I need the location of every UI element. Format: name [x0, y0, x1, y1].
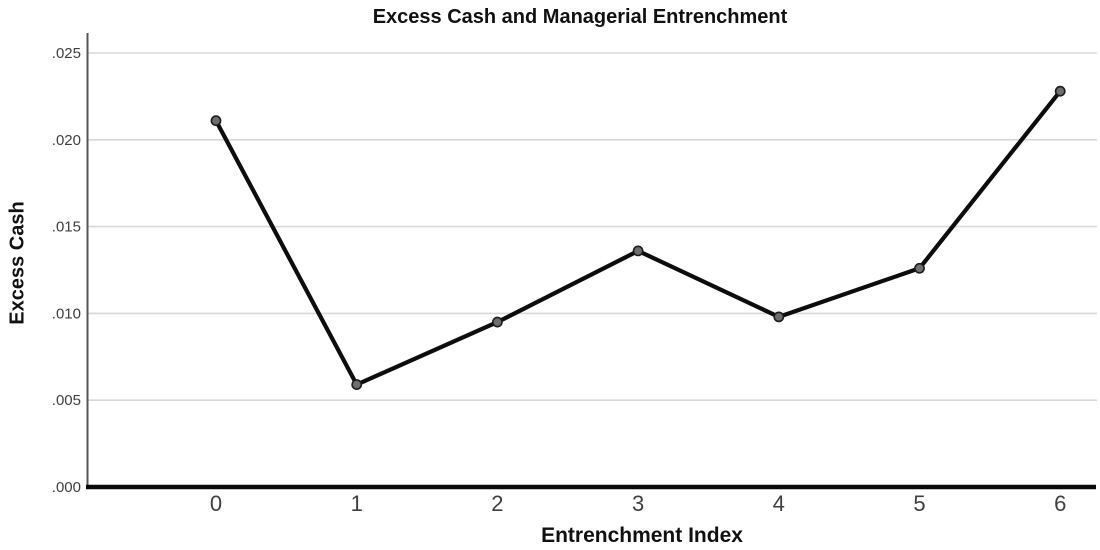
data-line	[213, 89, 1063, 387]
data-point-marker	[1054, 85, 1066, 97]
data-point-marker	[773, 311, 785, 323]
data-point-marker	[491, 316, 503, 328]
y-tick-label: .005	[52, 392, 81, 409]
data-point-marker	[210, 115, 222, 127]
x-tick-label: 3	[632, 491, 644, 516]
x-axis-title: Entrenchment Index	[541, 524, 743, 547]
data-point-marker	[632, 245, 644, 257]
y-tick-label: .010	[52, 305, 81, 322]
x-tick-label: 2	[491, 491, 503, 516]
y-tick-label: .000	[52, 479, 81, 496]
chart-title: Excess Cash and Managerial Entrenchment	[372, 6, 788, 28]
y-tick-label: .020	[52, 132, 81, 149]
y-tick-label: .015	[52, 219, 81, 236]
y-axis-title: Excess Cash	[6, 201, 29, 325]
data-point-marker	[914, 262, 925, 274]
x-tick-label: 4	[773, 491, 785, 516]
x-tick-label: 6	[1054, 491, 1066, 516]
y-tick-label: .025	[52, 45, 81, 62]
x-tick-label: 1	[351, 491, 363, 516]
x-tick-label: 0	[210, 491, 222, 516]
data-point-marker	[351, 379, 363, 390]
x-tick-label: 5	[913, 491, 925, 516]
